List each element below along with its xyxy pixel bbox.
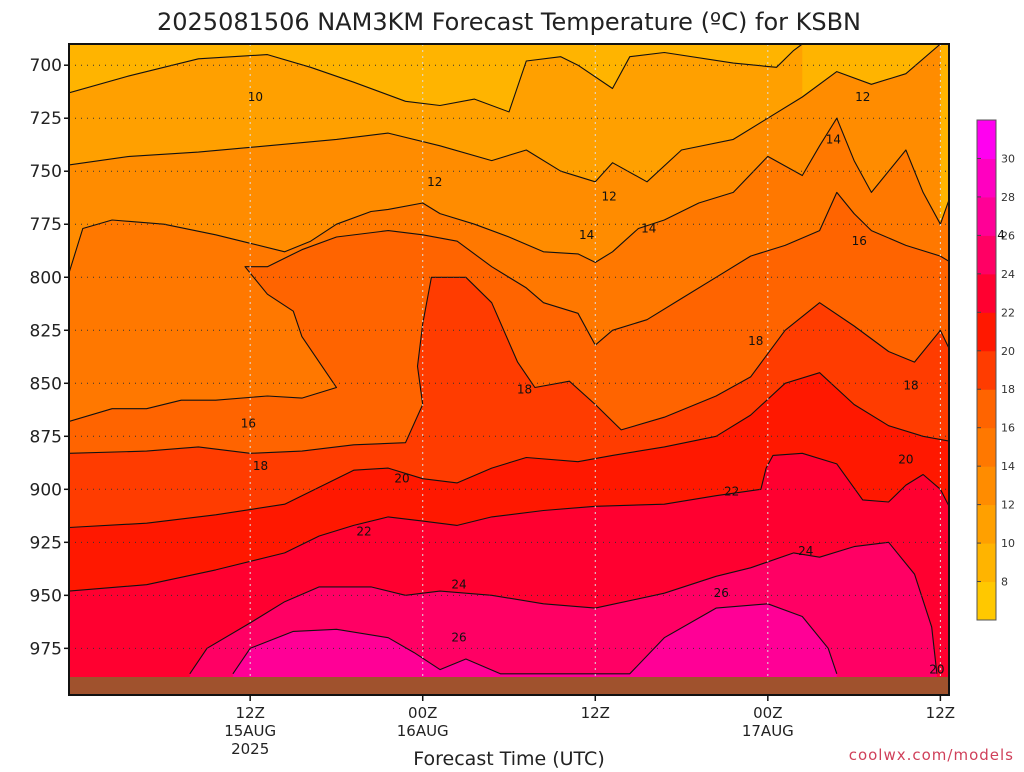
y-tick-label: 775: [30, 215, 62, 235]
x-tick-label: 16AUG: [397, 722, 449, 740]
band-26: [232, 603, 837, 695]
colorbar-swatch: [977, 196, 996, 236]
colorbar-tick-label: 22: [1001, 306, 1015, 319]
colorbar-swatch: [977, 350, 996, 390]
plot-area: [69, 44, 949, 695]
contour-label: 16: [241, 417, 256, 431]
y-tick-label: 800: [30, 268, 62, 288]
ground-surface: [69, 677, 949, 695]
contour-label: 10: [248, 90, 263, 104]
colorbar-swatch: [977, 235, 996, 275]
axes: 70072575077580082585087590092595097512Z1…: [30, 56, 956, 758]
colorbar-tick-label: 10: [1001, 537, 1015, 550]
colorbar-swatch: [977, 581, 996, 621]
y-tick-label: 975: [30, 639, 62, 659]
colorbar-swatch: [977, 427, 996, 467]
colorbar-tick-label: 12: [1001, 499, 1015, 512]
colorbar-tick-label: 8: [1001, 576, 1008, 589]
x-tick-label: 15AUG: [224, 722, 276, 740]
colorbar-tick-label: 20: [1001, 345, 1015, 358]
x-tick-label: 12Z: [581, 704, 610, 722]
colorbar-swatch: [977, 312, 996, 352]
contour-label: 20: [898, 453, 913, 467]
y-tick-label: 925: [30, 533, 62, 553]
colorbar-swatch: [977, 543, 996, 583]
contour-label: 26: [451, 631, 466, 645]
isotherm-16: [69, 191, 949, 423]
y-tick-label: 825: [30, 321, 62, 341]
colorbar-tick-label: 14: [1001, 460, 1015, 473]
contour-label: 12: [855, 90, 870, 104]
x-axis-label: Forecast Time (UTC): [413, 748, 604, 768]
x-tick-label: 12Z: [235, 704, 264, 722]
contour-label: 24: [798, 544, 813, 558]
colorbar-swatch: [977, 504, 996, 544]
y-tick-label: 850: [30, 374, 62, 394]
colorbar: 8 10 12 14 16 18 20 22 24 26 28 30: [976, 119, 1015, 621]
contour-label: 14: [579, 228, 594, 242]
colorbar-swatch: [977, 466, 996, 506]
colorbar-swatch: [977, 389, 996, 429]
colorbar-tick-label: 28: [1001, 191, 1015, 204]
contour-label: 26: [714, 586, 729, 600]
isotherm-12: [69, 44, 941, 183]
colorbar-tick-label: 30: [1001, 152, 1015, 165]
x-tick-label: 12Z: [926, 704, 955, 722]
colorbar-swatch: [977, 158, 996, 198]
contour-label: 18: [748, 334, 763, 348]
colorbar-tick-label: 24: [1001, 268, 1015, 281]
colorbar-tick-label: 16: [1001, 422, 1015, 435]
x-tick-label: 00Z: [408, 704, 437, 722]
credit-text: coolwx.com/models: [849, 746, 1014, 764]
contour-label: 18: [903, 378, 918, 392]
contour-label: 20: [929, 663, 944, 677]
contour-label: 22: [724, 484, 739, 498]
isotherm-10: [69, 44, 803, 113]
y-tick-label: 725: [30, 109, 62, 129]
y-tick-label: 750: [30, 162, 62, 182]
contour-label: 18: [517, 383, 532, 397]
isotherm-18: [69, 276, 949, 454]
contour-label: 12: [601, 190, 616, 204]
x-tick-label: 2025: [231, 740, 269, 758]
x-tick-label: 00Z: [753, 704, 782, 722]
colorbar-tick-label: 26: [1001, 229, 1015, 242]
x-tick-label: 17AUG: [742, 722, 794, 740]
colorbar-swatch: [977, 273, 996, 313]
y-tick-label: 900: [30, 480, 62, 500]
plot-frame: [68, 43, 950, 696]
isotherm-22: [69, 452, 949, 592]
contour-label: 22: [356, 525, 371, 539]
contour-label: 20: [394, 472, 409, 486]
colorbar-swatch: [977, 120, 996, 159]
colorbar-tick-label: 18: [1001, 383, 1015, 396]
chart-title: 2025081506 NAM3KM Forecast Temperature (…: [157, 8, 861, 36]
contour-label: 14: [641, 221, 656, 235]
y-tick-label: 700: [30, 56, 62, 76]
colorbar-frame: [976, 119, 997, 621]
isotherm-26: [232, 603, 838, 675]
y-tick-label: 950: [30, 586, 62, 606]
contour-label: 12: [427, 175, 442, 189]
contour-label: 24: [451, 578, 466, 592]
contour-label: 16: [852, 234, 867, 248]
y-tick-label: 875: [30, 427, 62, 447]
isotherm-14: [69, 117, 949, 274]
contour-label: 14: [826, 132, 841, 146]
isotherm-20: [69, 372, 949, 529]
contour-label: 18: [253, 459, 268, 473]
